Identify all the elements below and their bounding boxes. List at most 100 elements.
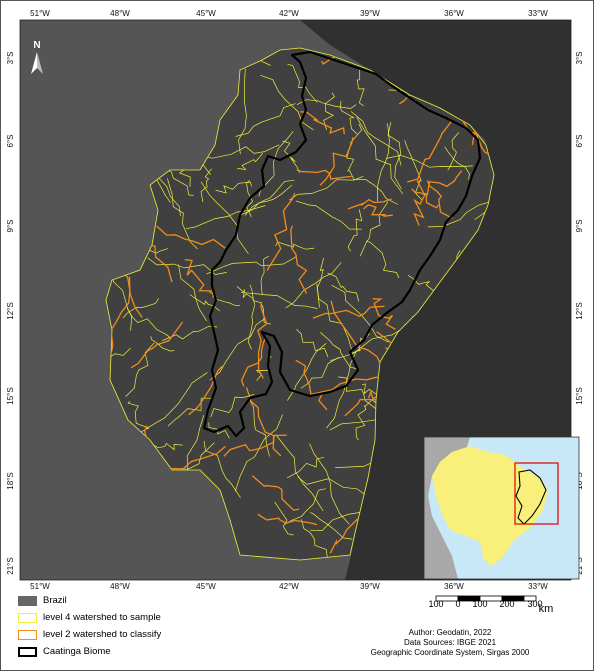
- level-4-boundary: [355, 405, 367, 441]
- graticule-label: 6°S: [575, 135, 584, 148]
- level-4-boundary: [407, 274, 436, 293]
- graticule-label: 3°S: [575, 52, 584, 65]
- graticule-label: 15°S: [6, 387, 15, 404]
- legend-item-brazil: Brazil: [18, 592, 248, 609]
- graticule-label: 39°W: [360, 582, 380, 591]
- level-4-boundary: [347, 209, 363, 252]
- graticule-label: 36°W: [444, 9, 464, 18]
- level-2-boundary: [245, 387, 282, 457]
- level-4-boundary: [287, 343, 327, 401]
- level-4-boundary: [296, 99, 357, 109]
- legend-label: level 4 watershed to sample: [43, 612, 161, 623]
- level-2-boundary: [188, 365, 223, 416]
- legend-label: Brazil: [43, 595, 67, 606]
- level-4-boundary: [289, 175, 364, 201]
- level-4-boundary: [235, 103, 296, 137]
- graticule-label: 33°W: [528, 582, 548, 591]
- legend-swatch-brazil: [18, 595, 37, 606]
- level-4-boundary: [285, 262, 342, 309]
- level-2-boundary: [130, 321, 184, 369]
- inset-map: [423, 436, 580, 580]
- level-4-boundary: [350, 111, 402, 166]
- graticule-label: 51°W: [30, 582, 50, 591]
- latitude-labels-right: 3°S 6°S 9°S 12°S 15°S 18°S 21°S: [575, 52, 584, 575]
- level-4-boundary: [162, 325, 218, 341]
- credit-author: Author: Geodatin, 2022: [408, 628, 492, 637]
- level-4-boundary: [348, 169, 399, 205]
- scale-unit: km: [539, 603, 554, 615]
- level-4-boundary: [301, 519, 328, 557]
- legend: Brazil level 4 watershed to sample level…: [18, 592, 248, 660]
- scale-bar: 100 0 100 200 300 km: [428, 595, 554, 615]
- level-4-boundary: [284, 488, 326, 525]
- level-4-boundary: [241, 292, 318, 309]
- longitude-labels-bottom: 51°W 48°W 45°W 42°W 39°W 36°W 33°W: [30, 582, 548, 591]
- graticule-label: 33°W: [528, 9, 548, 18]
- level-2-boundary: [426, 180, 453, 219]
- level-4-boundary: [310, 512, 353, 540]
- level-4-boundary: [206, 256, 297, 275]
- level-2-boundary: [257, 513, 318, 526]
- level-4-boundary: [247, 305, 256, 350]
- inset-extent-box: [514, 462, 559, 525]
- level-4-boundary: [161, 165, 194, 196]
- scale-label-2: 100: [472, 599, 487, 609]
- level-4-boundary: [122, 298, 159, 319]
- graticule-label: 48°W: [110, 582, 130, 591]
- level-4-boundary: [167, 178, 198, 250]
- graticule-label: 12°S: [6, 302, 15, 319]
- level-4-boundary: [210, 393, 255, 418]
- scale-label-0: 100: [428, 599, 443, 609]
- level-4-boundary: [282, 140, 300, 173]
- legend-item-level2: level 2 watershed to classify: [18, 626, 248, 643]
- level-4-boundary: [147, 257, 227, 275]
- legend-swatch-level4: [18, 612, 37, 623]
- level-4-boundary: [244, 179, 295, 216]
- level-4-boundary: [199, 48, 271, 66]
- latitude-labels-left: 3°S 6°S 9°S 12°S 15°S 18°S 21°S: [6, 52, 15, 575]
- level-4-boundary: [356, 117, 404, 195]
- legend-item-level4: level 4 watershed to sample: [18, 609, 248, 626]
- level-4-boundary: [286, 456, 324, 479]
- graticule-label: 18°S: [6, 472, 15, 489]
- legend-label: level 2 watershed to classify: [43, 629, 162, 640]
- level-4-boundary: [204, 144, 280, 159]
- north-arrow-icon: N: [31, 40, 43, 74]
- graticule-label: 48°W: [110, 9, 130, 18]
- level-4-boundary: [377, 123, 390, 202]
- level-2-boundary: [156, 225, 226, 249]
- graticule-label: 12°S: [575, 302, 584, 319]
- level-4-boundary: [386, 154, 473, 168]
- level-4-boundary: [167, 397, 212, 427]
- graticule-label: 51°W: [30, 9, 50, 18]
- level-2-boundary: [251, 475, 300, 511]
- level-4-boundary: [387, 122, 402, 190]
- north-arrow-label: N: [33, 40, 40, 51]
- level-2-boundary: [413, 180, 426, 226]
- level-4-boundary: [316, 283, 353, 351]
- level-4-boundary: [323, 92, 335, 131]
- level-4-boundary: [203, 440, 241, 498]
- level-4-boundary: [215, 181, 252, 194]
- graticule-label: 36°W: [444, 582, 464, 591]
- level-2-boundary: [422, 170, 463, 195]
- level-2-boundary: [295, 359, 328, 411]
- level-4-boundary: [366, 240, 400, 278]
- graticule-label: 3°S: [6, 52, 15, 65]
- level-4-boundary: [444, 146, 470, 180]
- map-credits: Author: Geodatin, 2022 Data Sources: IBG…: [320, 628, 580, 658]
- graticule-label: 45°W: [196, 582, 216, 591]
- level-2-boundary: [300, 111, 345, 135]
- legend-label: Caatinga Biome: [43, 646, 111, 657]
- scale-label-1: 0: [455, 599, 460, 609]
- level-4-boundary: [185, 205, 266, 230]
- level-4-boundary: [326, 350, 357, 429]
- level-2-boundary: [184, 258, 215, 298]
- level-2-boundary: [257, 301, 268, 379]
- credit-crs: Geographic Coordinate System, Sirgas 200…: [370, 648, 530, 657]
- level-4-boundary: [246, 180, 254, 218]
- graticule-label: 45°W: [196, 9, 216, 18]
- level-2-boundary: [363, 203, 393, 217]
- level-4-boundary: [260, 255, 269, 295]
- level-4-boundary: [178, 264, 207, 322]
